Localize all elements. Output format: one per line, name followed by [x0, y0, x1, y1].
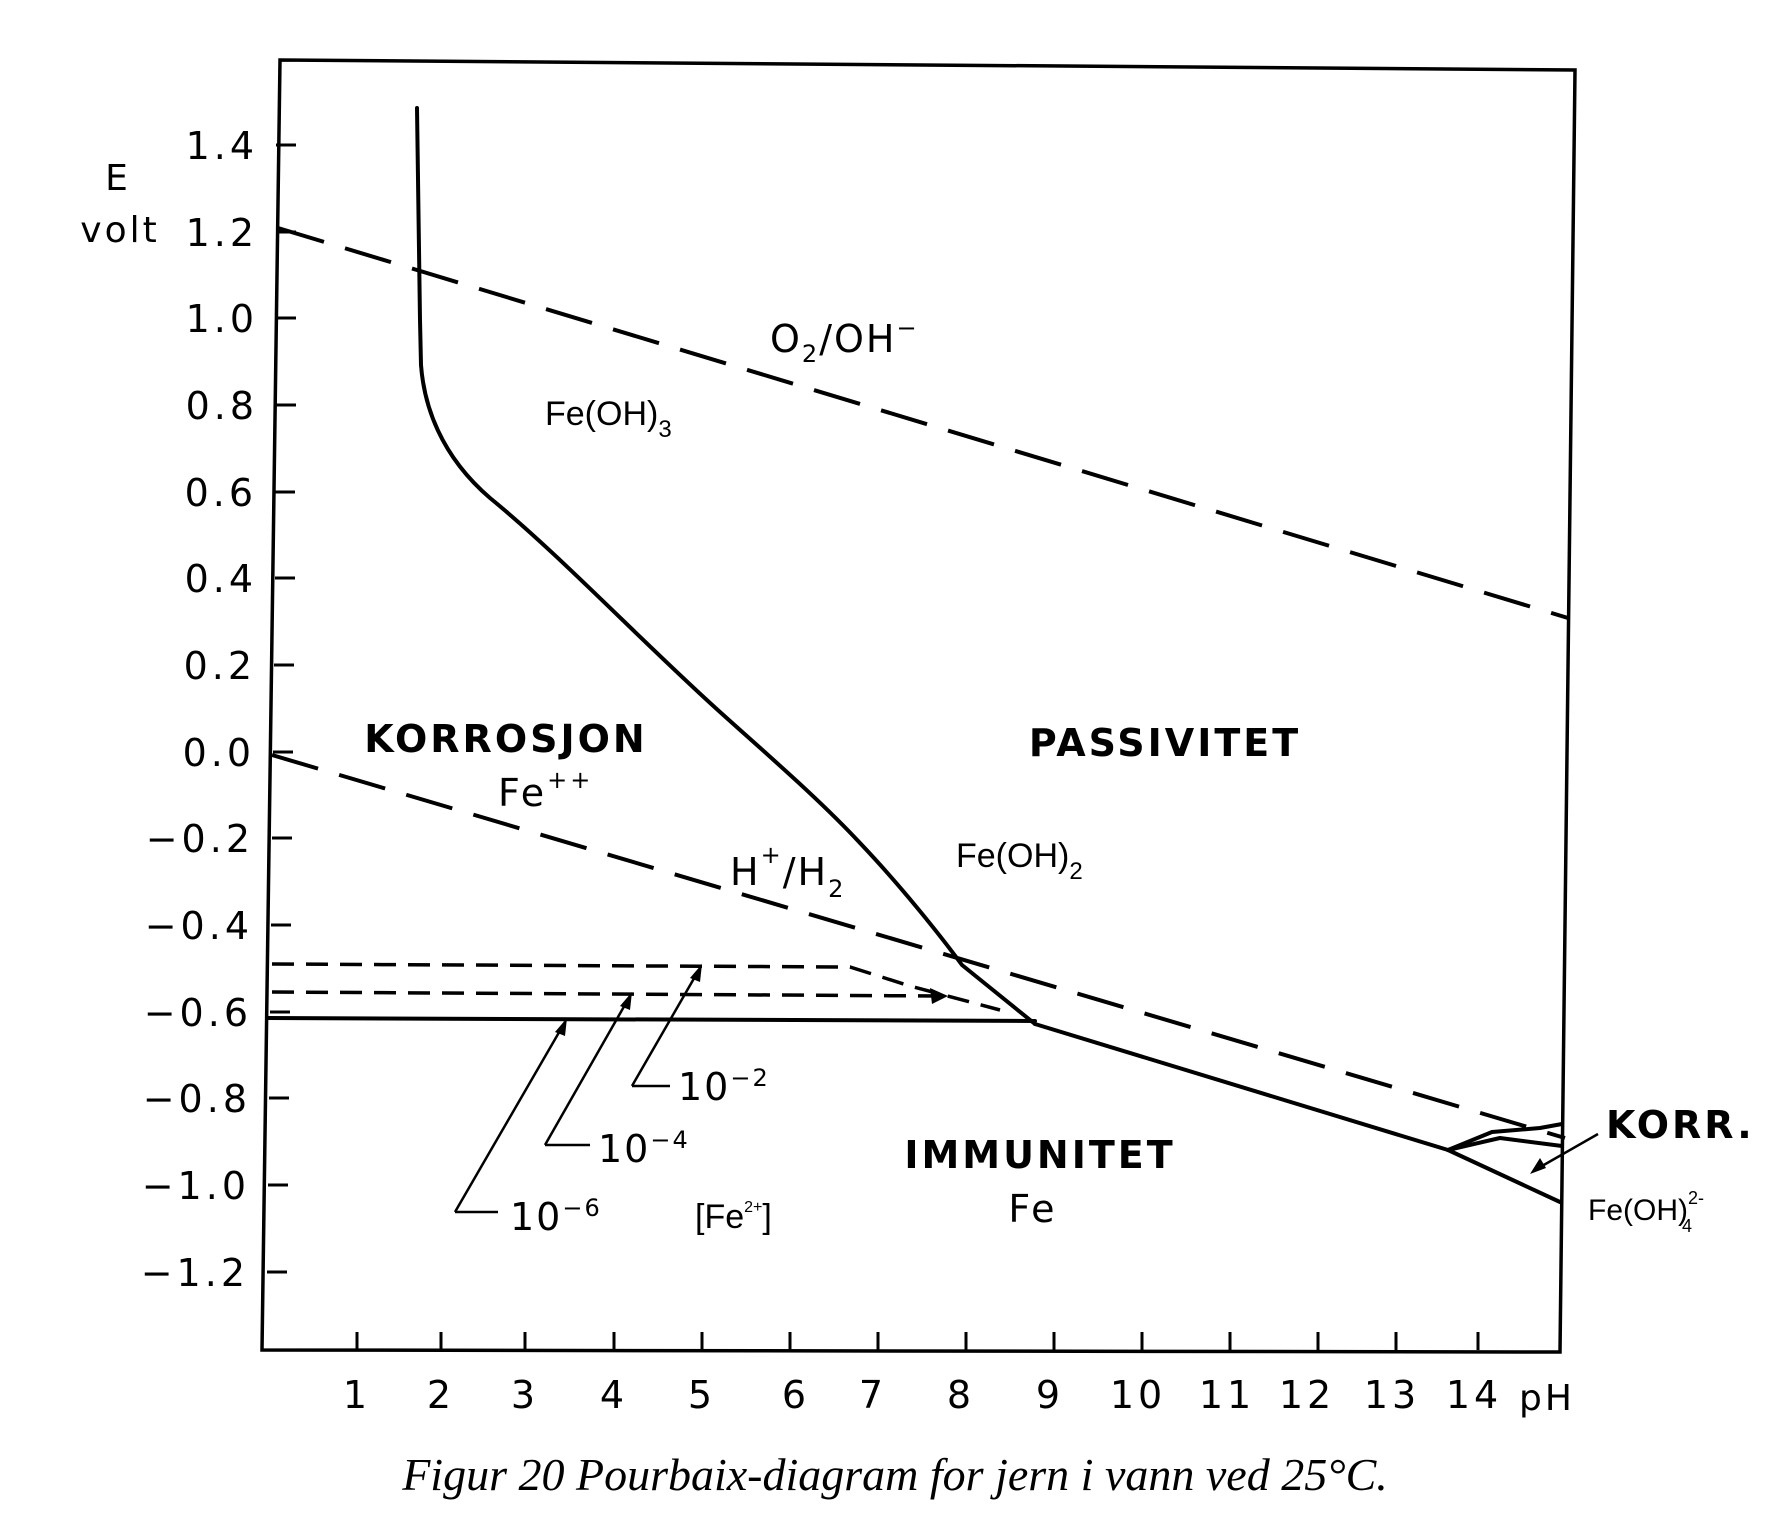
x-tick-label: 13 [1364, 1373, 1420, 1417]
x-tick-label: 3 [511, 1373, 539, 1417]
y-tick-label: 0.4 [185, 557, 257, 601]
x-axis-ticks [355, 1332, 1480, 1350]
y-tick-label: 0.6 [185, 471, 257, 515]
arrowhead-10-4 [620, 992, 632, 1010]
arrowhead-dashed [930, 988, 948, 1004]
y-tick-label: −0.2 [146, 817, 254, 861]
x-axis-title-ph: pH [1519, 1378, 1575, 1419]
x-tick-label: 1 [343, 1373, 371, 1417]
concentration-10-6-label: 10−6 [510, 1194, 602, 1239]
fe-oh4-label: Fe(OH)2-4 [1588, 1188, 1704, 1236]
fe-oh2-label: Fe(OH)2 [956, 837, 1083, 885]
immunitet-label: IMMUNITET [904, 1133, 1175, 1177]
korr-boundary-lower [1446, 1136, 1564, 1152]
fe-immunity-boundary [266, 1016, 1037, 1023]
x-tick-label: 12 [1279, 1373, 1335, 1417]
x-tick-label: 10 [1110, 1373, 1166, 1417]
y-tick-label: 1.0 [186, 297, 258, 341]
passivitet-label: PASSIVITET [1029, 721, 1301, 765]
o2-oh-label: O2/OH− [770, 314, 919, 368]
o2-oh-equilibrium-line [277, 226, 1569, 620]
figure-caption: Figur 20 Pourbaix-diagram for jern i van… [401, 1449, 1388, 1500]
immunitet-species-label: Fe [1008, 1187, 1057, 1231]
korr-boundary-upper [1446, 1122, 1564, 1152]
y-tick-label: 1.4 [186, 124, 258, 168]
korrosjon-label: KORROSJON [364, 717, 647, 761]
arrow-korr [1534, 1132, 1599, 1172]
y-tick-label: −1.0 [142, 1164, 250, 1208]
x-tick-labels: 1 2 3 4 5 6 7 8 9 10 11 12 13 14 [343, 1373, 1502, 1417]
arrowhead-10-6 [555, 1018, 567, 1036]
x-tick-label: 9 [1036, 1373, 1064, 1417]
y-tick-label: −0.4 [145, 904, 253, 948]
y-tick-labels: 1.4 1.2 1.0 0.8 0.6 0.4 0.2 0.0 −0.2 −0.… [141, 124, 258, 1295]
y-tick-label: 0.0 [183, 731, 255, 775]
x-tick-label: 4 [600, 1373, 628, 1417]
x-tick-label: 2 [427, 1373, 455, 1417]
fe2-concentration-line-10-2 [271, 962, 1001, 1012]
x-tick-label: 11 [1199, 1373, 1255, 1417]
x-tick-label: 6 [782, 1373, 810, 1417]
concentration-10-4-label: 10−4 [598, 1126, 690, 1171]
korrosjon-species-label: Fe++ [498, 766, 593, 815]
fe-oh3-label: Fe(OH)3 [545, 395, 672, 443]
y-axis-title-volt: volt [80, 210, 159, 251]
x-tick-label: 8 [947, 1373, 975, 1417]
y-tick-label: −1.2 [141, 1251, 249, 1295]
arrowhead-korr [1530, 1158, 1546, 1174]
fe-fe-oh3-boundary [415, 106, 1037, 1026]
x-tick-label: 14 [1446, 1373, 1502, 1417]
fe2-concentration-line-10-4 [271, 990, 941, 998]
y-tick-label: −0.6 [144, 991, 252, 1035]
plot-frame [260, 58, 1577, 1354]
y-tick-label: 0.8 [186, 384, 258, 428]
h-h2-label: H+/H2 [730, 841, 845, 903]
y-tick-label: 1.2 [186, 211, 258, 255]
arrow-10-2 [630, 967, 702, 1087]
y-tick-label: −0.8 [143, 1077, 251, 1121]
x-tick-label: 5 [688, 1373, 716, 1417]
x-tick-label: 7 [859, 1373, 887, 1417]
concentration-10-2-label: 10−2 [678, 1064, 770, 1109]
arrow-10-6 [453, 1021, 567, 1213]
y-axis-title-e: E [105, 158, 131, 199]
h-h2-equilibrium-line [271, 753, 1566, 1140]
fe2-concentration-label: [Fe2+] [695, 1198, 772, 1236]
y-axis-ticks [267, 143, 296, 1274]
korr-label: KORR. [1606, 1103, 1755, 1147]
y-tick-label: 0.2 [184, 644, 256, 688]
arrow-10-4 [543, 995, 632, 1146]
arrowhead-10-2 [690, 964, 702, 982]
